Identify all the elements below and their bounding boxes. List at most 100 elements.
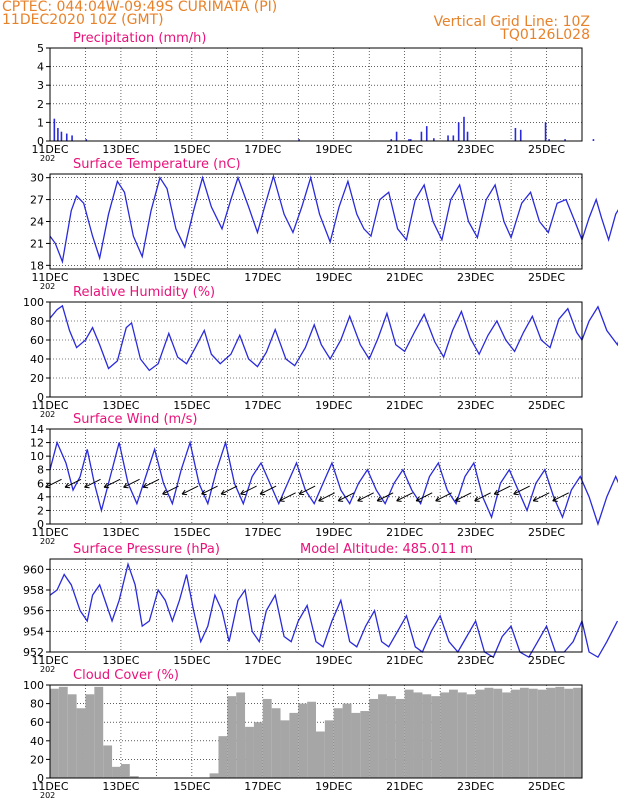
wind-arrow-head	[201, 489, 206, 495]
x-tick-stub: 202	[40, 410, 55, 419]
y-tick-label: 20	[30, 753, 44, 766]
cloud-bar	[67, 694, 77, 778]
x-tick-label: 15DEC	[173, 271, 210, 284]
panel-2: 18 21 24 27 30 11DEC 13DEC 15DEC 17DEC 19DEC 21DEC…	[30, 157, 618, 291]
cloud-bar	[333, 708, 343, 778]
cloud-bar	[475, 689, 485, 778]
x-tick-label: 17DEC	[244, 143, 281, 156]
cloud-bar	[502, 692, 512, 778]
x-tick-label: 13DEC	[102, 526, 139, 539]
wind-arrow-head	[84, 486, 90, 489]
precip-bar	[298, 139, 300, 141]
y-tick-label: 952	[23, 646, 44, 659]
wind-arrow-head	[259, 489, 264, 495]
wind-arrow-head	[493, 489, 498, 495]
grid-line-note: Vertical Grid Line: 10Z	[433, 14, 590, 30]
y-tick-label: 0	[37, 135, 44, 148]
wind-arrow-head	[513, 493, 519, 496]
y-tick-label: 8	[37, 464, 44, 477]
cloud-bar	[112, 766, 121, 778]
wind-arrow-head	[552, 500, 558, 502]
panel-title: Cloud Cover (%)	[73, 668, 179, 683]
cloud-bar	[271, 708, 281, 778]
x-tick-label: 25DEC	[528, 780, 565, 793]
x-tick-label: 19DEC	[315, 526, 352, 539]
x-tick-label: 25DEC	[528, 399, 565, 412]
wind-arrow-head	[240, 489, 245, 495]
cloud-bar	[404, 689, 414, 778]
cloud-bar	[120, 764, 130, 778]
cloud-bar	[129, 776, 139, 778]
wind-arrow	[181, 485, 199, 495]
x-tick-label: 25DEC	[528, 526, 565, 539]
x-tick-label: 15DEC	[173, 526, 210, 539]
cloud-bar	[422, 694, 432, 778]
y-tick-label: 18	[30, 259, 44, 272]
wind-arrow-head	[279, 496, 284, 502]
series-line	[49, 173, 618, 265]
precip-bar	[592, 139, 595, 141]
wind-arrow-head	[65, 486, 71, 489]
panel-frame	[49, 47, 583, 142]
x-tick-label: 11DEC	[31, 143, 68, 156]
precip-bar	[60, 131, 63, 141]
cloud-bar	[289, 712, 299, 778]
series-line	[49, 304, 618, 372]
cloud-bar	[76, 708, 86, 778]
x-tick-stub: 202	[40, 154, 55, 163]
panel-frame	[49, 558, 583, 653]
y-tick-label: 20	[30, 372, 44, 385]
y-tick-label: 80	[30, 698, 44, 711]
wind-arrow	[396, 492, 413, 502]
wind-arrow	[123, 478, 140, 488]
cloud-bar	[511, 689, 520, 778]
x-tick-label: 25DEC	[528, 654, 565, 667]
wind-arrow-head	[396, 496, 401, 502]
x-tick-label: 15DEC	[173, 780, 210, 793]
x-tick-label: 19DEC	[315, 143, 352, 156]
wind-arrow-head	[474, 500, 480, 502]
x-tick-label: 25DEC	[528, 143, 565, 156]
cloud-bar	[280, 720, 290, 778]
cloud-bar	[555, 686, 565, 778]
precip-bar	[466, 131, 469, 141]
y-tick-label: 60	[30, 716, 44, 729]
cloud-bar	[395, 698, 405, 778]
y-tick-label: 4	[37, 61, 44, 74]
y-tick-label: 954	[23, 625, 44, 638]
x-tick-label: 25DEC	[528, 271, 565, 284]
panel-title: Relative Humidity (%)	[73, 285, 215, 300]
wind-arrow	[220, 485, 238, 495]
cloud-bar	[298, 703, 308, 778]
wind-arrow	[142, 478, 160, 488]
cloud-bar	[431, 696, 441, 778]
cloud-bar	[573, 687, 582, 778]
wind-arrow-head	[376, 496, 381, 502]
wind-arrow-head	[84, 482, 88, 488]
x-tick-label: 11DEC	[31, 780, 68, 793]
x-tick-stub: 202	[40, 791, 55, 800]
cloud-bar	[564, 688, 574, 778]
cloud-bar	[457, 692, 467, 778]
y-tick-label: 3	[37, 79, 44, 92]
y-tick-label: 30	[30, 172, 44, 185]
precip-bar	[548, 139, 550, 141]
x-tick-label: 23DEC	[457, 271, 494, 284]
y-tick-label: 60	[30, 334, 44, 347]
wind-arrow	[45, 478, 62, 488]
y-tick-label: 958	[23, 584, 44, 597]
wind-arrow	[337, 492, 355, 502]
x-tick-stub: 202	[40, 665, 55, 674]
x-tick-label: 13DEC	[102, 271, 139, 284]
cloud-bar	[218, 736, 228, 778]
x-tick-label: 19DEC	[315, 271, 352, 284]
wind-arrow-head	[416, 500, 422, 502]
wind-arrow-head	[357, 500, 363, 502]
x-tick-label: 17DEC	[244, 271, 281, 284]
y-tick-label: 80	[30, 315, 44, 328]
precip-bar	[53, 118, 56, 141]
x-tick-label: 21DEC	[386, 654, 423, 667]
wind-arrow	[532, 492, 550, 502]
precip-bar	[57, 127, 59, 141]
x-tick-label: 13DEC	[102, 654, 139, 667]
